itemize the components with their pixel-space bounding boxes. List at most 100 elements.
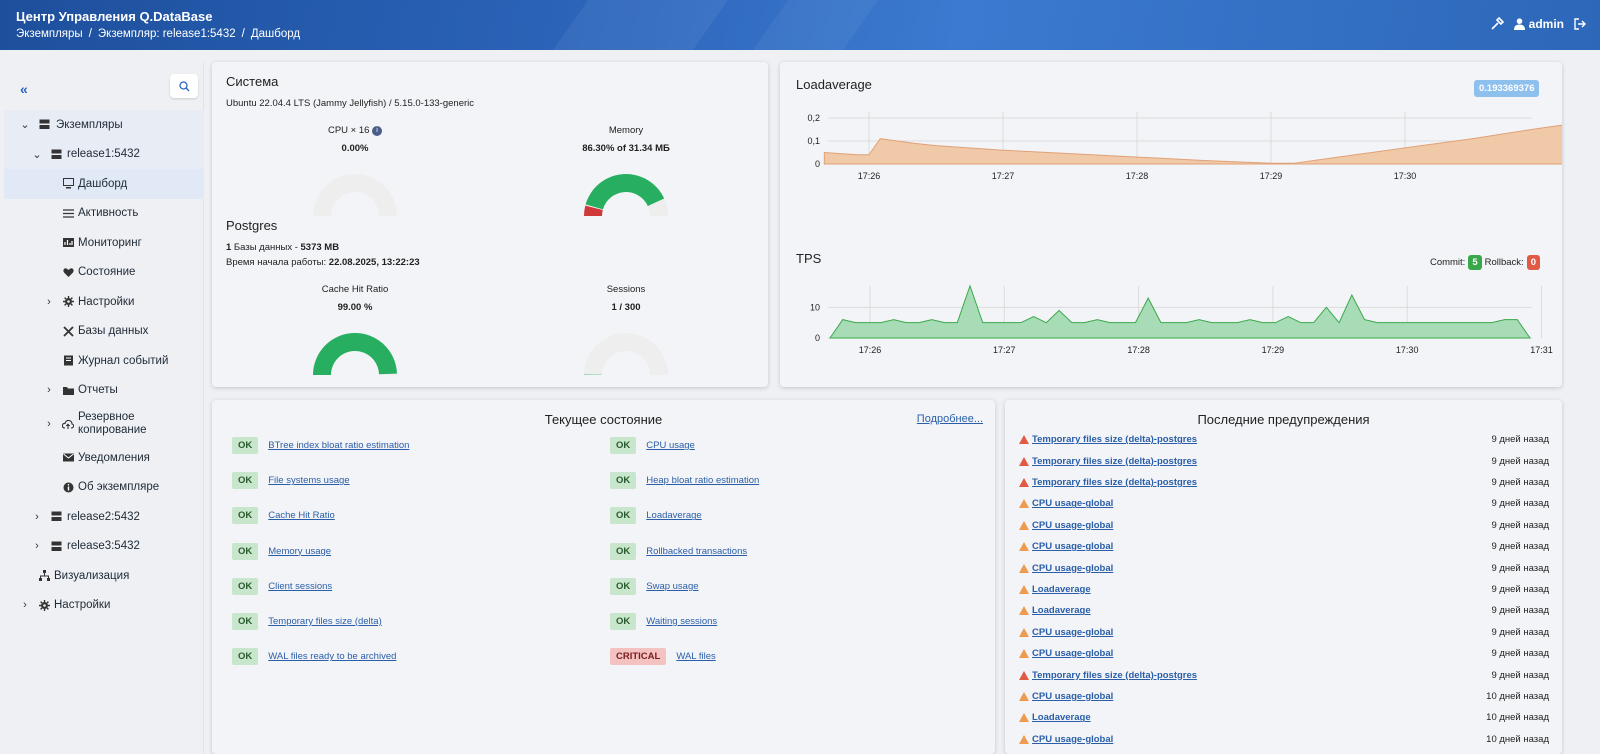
loadavg-title: Loadaverage xyxy=(796,77,872,92)
monitor-icon xyxy=(62,178,74,190)
sidebar-item-event-log[interactable]: Журнал событий xyxy=(4,346,204,376)
chevron-right-icon[interactable]: › xyxy=(47,295,51,308)
check-link[interactable]: Memory usage xyxy=(268,545,332,557)
status-badge: OK xyxy=(232,613,259,630)
state-item: OK File systems usage xyxy=(232,472,350,490)
warning-link[interactable]: CPU usage-global xyxy=(1032,541,1114,553)
sessions-gauge-arc xyxy=(584,333,668,375)
chevron-right-icon[interactable]: › xyxy=(35,540,39,553)
warning-link[interactable]: CPU usage-global xyxy=(1032,626,1114,638)
sidebar-item-label: Мониторинг xyxy=(78,236,142,249)
sidebar-item-label: Дашборд xyxy=(78,177,128,190)
warning-link[interactable]: CPU usage-global xyxy=(1032,519,1114,531)
check-link[interactable]: Cache Hit Ratio xyxy=(268,510,335,522)
sidebar-item-dashboard[interactable]: Дашборд xyxy=(4,169,204,199)
warning-link[interactable]: Loadaverage xyxy=(1032,583,1091,595)
chevron-right-icon[interactable]: › xyxy=(47,418,51,430)
sidebar-item-notifications[interactable]: Уведомления xyxy=(4,443,204,473)
warning-row: CPU usage-global 9 дней назад xyxy=(1019,643,1549,664)
warning-time: 9 дней назад xyxy=(1491,476,1549,488)
tools-icon[interactable] xyxy=(1490,17,1504,31)
collapse-sidebar-icon[interactable]: « xyxy=(20,81,28,97)
warning-row: CPU usage-global 10 дней назад xyxy=(1019,729,1549,750)
state-item: OK Client sessions xyxy=(232,577,333,595)
gear-icon xyxy=(62,296,74,308)
warning-time: 9 дней назад xyxy=(1491,669,1549,681)
check-link[interactable]: Loadaverage xyxy=(646,510,702,522)
sidebar-item-reports[interactable]: › Отчеты xyxy=(4,376,204,406)
warning-link[interactable]: Temporary files size (delta)-postgres xyxy=(1032,476,1198,488)
sidebar-item-databases[interactable]: Базы данных xyxy=(4,317,204,347)
warning-row: Temporary files size (delta)-postgres 9 д… xyxy=(1019,664,1549,685)
state-item: CRITICAL WAL files xyxy=(610,648,716,666)
sidebar-item-instances[interactable]: ⌄ Экземпляры xyxy=(4,110,204,140)
warning-link[interactable]: Temporary files size (delta)-postgres xyxy=(1032,434,1198,446)
chevron-right-icon[interactable]: › xyxy=(23,599,27,612)
cpu-label: CPU × 16 xyxy=(327,125,370,136)
chevron-down-icon[interactable]: ⌄ xyxy=(32,148,42,161)
warning-link[interactable]: CPU usage-global xyxy=(1032,733,1114,745)
check-link[interactable]: File systems usage xyxy=(268,475,350,487)
cpu-value: 0.00% xyxy=(341,143,369,154)
x-tick-label: 17:27 xyxy=(993,345,1016,355)
server-icon xyxy=(38,119,50,131)
sidebar-item-about-instance[interactable]: Об экземпляре xyxy=(4,473,204,503)
sidebar-item-visualization[interactable]: Визуализация xyxy=(4,561,204,591)
breadcrumb-instances[interactable]: Экземпляры xyxy=(16,28,83,40)
sidebar-item-release2[interactable]: › release2:5432 xyxy=(4,502,204,532)
state-item: OK Memory usage xyxy=(232,542,332,560)
sidebar-item-backup[interactable]: › Резервное копирование xyxy=(4,405,204,443)
sitemap-icon xyxy=(38,570,50,582)
check-link[interactable]: Swap usage xyxy=(646,580,699,592)
logout-icon[interactable] xyxy=(1574,18,1586,30)
check-link[interactable]: BTree index bloat ratio estimation xyxy=(268,440,410,451)
warning-link[interactable]: Temporary files size (delta)-postgres xyxy=(1032,669,1198,681)
cache-hit-gauge-arc xyxy=(313,332,397,375)
warning-time: 9 дней назад xyxy=(1491,434,1549,446)
state-item: OK Swap usage xyxy=(610,577,699,595)
warning-link[interactable]: CPU usage-global xyxy=(1032,648,1114,660)
warning-link[interactable]: CPU usage-global xyxy=(1032,690,1114,702)
sidebar-item-state[interactable]: Состояние xyxy=(4,258,204,288)
sidebar-item-settings[interactable]: › Настройки xyxy=(4,287,204,317)
db-count-text: Базы данных - xyxy=(231,242,301,253)
breadcrumb-instance[interactable]: Экземпляр: release1:5432 xyxy=(97,28,236,40)
state-item: OK Cache Hit Ratio xyxy=(232,507,335,525)
header-actions: admin xyxy=(1490,17,1586,31)
folder-icon xyxy=(62,384,74,396)
sidebar-search-button[interactable] xyxy=(170,74,198,98)
sidebar-item-release1[interactable]: ⌄ release1:5432 xyxy=(4,139,204,169)
sidebar-item-monitoring[interactable]: Мониторинг xyxy=(4,228,204,258)
more-details-link[interactable]: Подробнее... xyxy=(916,413,983,425)
info-icon[interactable]: i xyxy=(372,126,383,136)
warning-triangle-icon xyxy=(1019,649,1029,659)
check-link[interactable]: Heap bloat ratio estimation xyxy=(646,475,760,487)
sidebar-item-label: Базы данных xyxy=(78,325,149,338)
warning-link[interactable]: CPU usage-global xyxy=(1032,562,1114,574)
state-item: OK CPU usage xyxy=(610,437,695,454)
check-link[interactable]: WAL files ready to be archived xyxy=(268,651,397,663)
sessions-value: 1 / 300 xyxy=(611,302,641,313)
check-link[interactable]: Temporary files size (delta) xyxy=(268,616,382,627)
check-link[interactable]: CPU usage xyxy=(646,440,695,451)
warning-time: 9 дней назад xyxy=(1491,648,1549,660)
chevron-right-icon[interactable]: › xyxy=(35,510,39,523)
user-menu[interactable]: admin xyxy=(1513,17,1564,31)
warning-link[interactable]: Loadaverage xyxy=(1032,605,1091,617)
check-link[interactable]: Rollbacked transactions xyxy=(646,545,748,557)
warning-link[interactable]: Loadaverage xyxy=(1032,712,1091,724)
sidebar-item-global-settings[interactable]: › Настройки xyxy=(4,591,204,621)
check-link[interactable]: WAL files xyxy=(676,651,716,663)
check-link[interactable]: Client sessions xyxy=(268,580,333,592)
warning-link[interactable]: CPU usage-global xyxy=(1032,498,1114,510)
warning-link[interactable]: Temporary files size (delta)-postgres xyxy=(1032,455,1198,467)
warning-time: 9 дней назад xyxy=(1491,519,1549,531)
sessions-label: Sessions xyxy=(606,284,646,295)
sidebar-item-release3[interactable]: › release3:5432 xyxy=(4,532,204,562)
warning-row: CPU usage-global 9 дней назад xyxy=(1019,493,1549,514)
chevron-right-icon[interactable]: › xyxy=(47,384,51,397)
check-link[interactable]: Waiting sessions xyxy=(646,616,718,627)
warning-time: 9 дней назад xyxy=(1491,498,1549,510)
sidebar-item-activity[interactable]: Активность xyxy=(4,199,204,229)
chevron-down-icon[interactable]: ⌄ xyxy=(20,119,30,132)
